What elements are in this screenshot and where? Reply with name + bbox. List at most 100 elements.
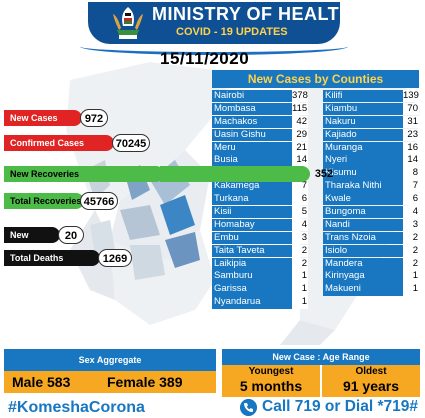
county-count: 16 — [403, 141, 419, 154]
county-row: Makueni 1 — [323, 283, 419, 296]
county-count: 6 — [292, 193, 308, 206]
total-recoveries-label: Total Recoveries — [4, 193, 84, 209]
county-count: 378 — [292, 90, 308, 103]
county-row: Kirinyaga 1 — [323, 270, 419, 283]
county-count: 31 — [403, 115, 419, 129]
county-row: Meru 21 — [212, 141, 308, 154]
county-name: Machakos — [214, 115, 258, 127]
county-row: Uasin Gishu 29 — [212, 128, 308, 141]
county-name: Nyandarua — [214, 296, 261, 308]
county-name: Kisumu — [325, 167, 357, 179]
county-count: 2 — [403, 257, 419, 270]
female-count: Female 389 — [107, 374, 183, 390]
county-name: Nakuru — [325, 115, 356, 127]
county-count: 3 — [403, 218, 419, 232]
counties-right-column: Kilifi 139 Kiambu 70 Nakuru 31 Kajiado 23 Murang… — [323, 90, 419, 296]
new-recoveries-bar-extension — [160, 166, 310, 182]
age-range-divider — [320, 365, 322, 397]
header-curve — [80, 38, 348, 55]
county-row: Kisumu 8 — [323, 167, 419, 180]
county-name: Samburu — [214, 270, 253, 282]
county-count: 7 — [292, 180, 308, 193]
county-count: 2 — [403, 244, 419, 257]
county-count: 115 — [292, 102, 308, 116]
county-name: Kirinyaga — [325, 270, 365, 282]
county-row: Tharaka Nithi 7 — [323, 180, 419, 193]
county-count: 21 — [292, 141, 308, 154]
county-name: Makueni — [325, 283, 361, 295]
county-name: Laikipia — [214, 257, 247, 269]
new-deaths-label: New Deaths — [4, 227, 60, 256]
county-row: Muranga 16 — [323, 141, 419, 154]
new-cases-label: New Cases — [4, 110, 82, 126]
county-row: Laikipia 2 — [212, 257, 308, 270]
county-count: 3 — [292, 231, 308, 245]
county-count: 8 — [403, 167, 419, 180]
new-deaths-value: 20 — [58, 226, 84, 244]
county-row: Machakos 42 — [212, 115, 308, 129]
phone-icon — [240, 399, 257, 416]
county-name: Kisii — [214, 206, 232, 218]
county-count: 14 — [292, 154, 308, 167]
county-count: 1 — [403, 283, 419, 296]
county-count: 42 — [292, 115, 308, 129]
county-row: Samburu 1 — [212, 270, 308, 283]
county-row: Homabay 4 — [212, 218, 308, 232]
county-row: Busia 14 — [212, 154, 308, 167]
county-row: Turkana 6 — [212, 193, 308, 206]
county-name: Mandera — [325, 257, 363, 269]
oldest-age: 91 years — [342, 378, 400, 394]
county-count: 70 — [403, 102, 419, 116]
county-row: Nyandarua 1 — [212, 296, 308, 309]
county-count: 2 — [292, 257, 308, 270]
county-name: Tharaka Nithi — [325, 180, 382, 192]
county-row: Taita Taveta 2 — [212, 244, 308, 257]
counties-left-column: Nairobi 378 Mombasa 115 Machakos 42 Uasin Gish… — [212, 90, 308, 309]
county-count: 4 — [292, 218, 308, 232]
confirmed-cases-value: 70245 — [112, 134, 150, 152]
county-name: Meru — [214, 141, 236, 153]
county-name: Kwale — [325, 193, 351, 205]
county-row: Trans Nzoia 2 — [323, 231, 419, 245]
county-count: 1 — [292, 270, 308, 283]
county-row: Garissa 1 — [212, 283, 308, 296]
county-name: Kajiado — [325, 128, 357, 140]
total-deaths-label: Total Deaths — [4, 250, 100, 266]
new-recoveries-label: New Recoveries — [4, 166, 164, 182]
county-count: 4 — [403, 206, 419, 219]
youngest-age: 5 months — [239, 378, 303, 394]
counties-panel-title: New Cases by Counties — [212, 70, 419, 88]
age-range-title: New Case : Age Range — [222, 349, 420, 365]
male-count: Male 583 — [12, 374, 71, 390]
county-name: Trans Nzoia — [325, 231, 376, 243]
page-subtitle: COVID - 19 UPDATES — [176, 26, 288, 38]
county-count: 14 — [403, 154, 419, 167]
total-deaths-value: 1269 — [98, 249, 132, 267]
county-name: Nairobi — [214, 90, 245, 101]
county-name: Embu — [214, 231, 239, 243]
county-name: Homabay — [214, 218, 255, 230]
county-row: Nandi 3 — [323, 218, 419, 232]
county-count: 1 — [292, 296, 308, 309]
county-count: 1 — [403, 270, 419, 283]
helpline-text: Call 719 or Dial *719# — [262, 398, 418, 415]
county-count: 23 — [403, 128, 419, 141]
county-name: Kilifi — [325, 90, 343, 101]
total-recoveries-value: 45766 — [80, 192, 118, 210]
report-date: 15/11/2020 — [160, 49, 250, 68]
youngest-label: Youngest — [248, 366, 294, 377]
county-row: Kakamega 7 — [212, 180, 308, 193]
county-name: Garissa — [214, 283, 247, 295]
county-name: Turkana — [214, 193, 249, 205]
county-name: Kakamega — [214, 180, 260, 192]
county-name: Uasin Gishu — [214, 128, 266, 140]
county-row: Mombasa 115 — [212, 102, 308, 116]
confirmed-cases-label: Confirmed Cases — [4, 135, 114, 151]
county-count: 139 — [403, 90, 419, 103]
sex-aggregate-title: Sex Aggregate — [4, 349, 216, 371]
county-row: Bungoma 4 — [323, 206, 419, 219]
county-row: Nairobi 378 — [212, 90, 308, 103]
hashtag: #KomeshaCorona — [8, 399, 145, 416]
new-cases-value: 972 — [80, 109, 108, 127]
sex-aggregate-box — [4, 371, 216, 393]
